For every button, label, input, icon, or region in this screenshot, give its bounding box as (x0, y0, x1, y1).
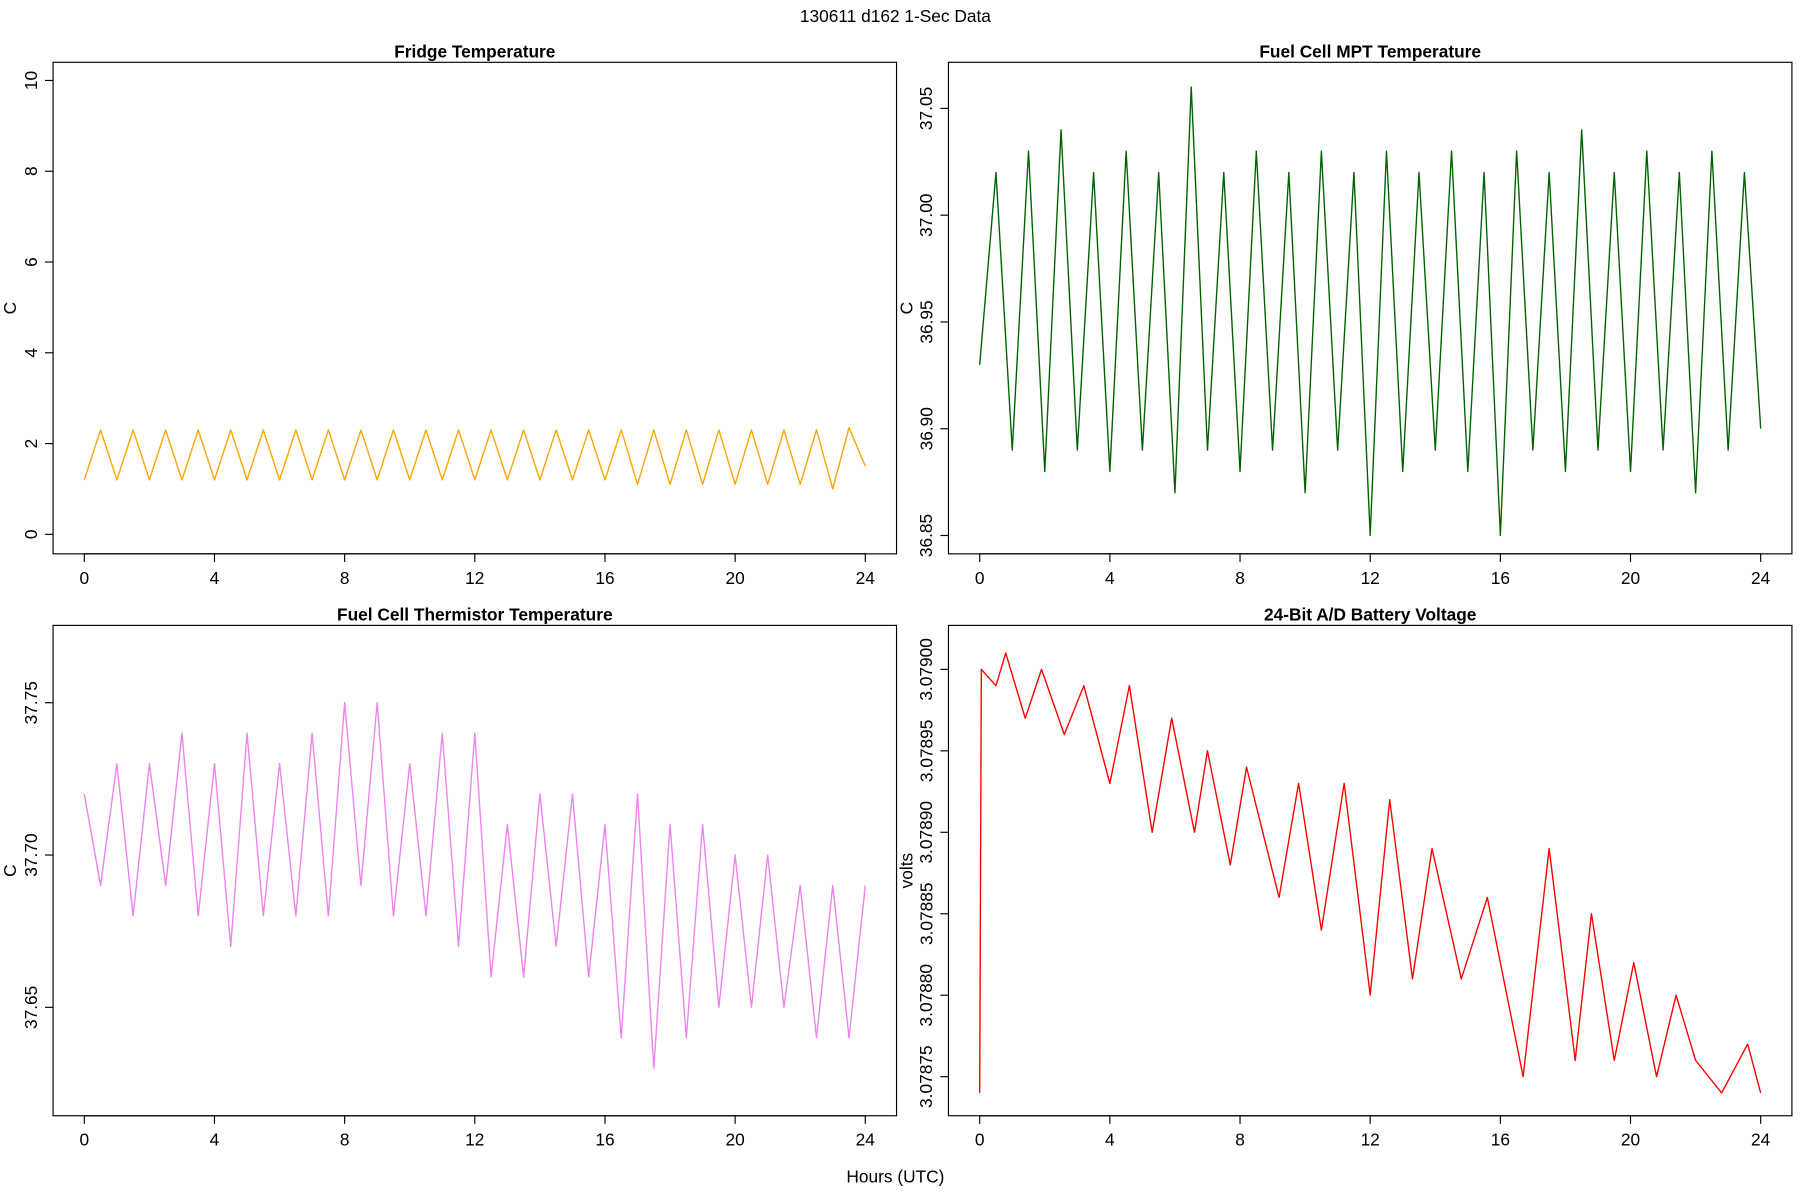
y-tick-label: 4 (21, 348, 41, 358)
y-tick-label: 3.07875 (916, 1045, 936, 1108)
y-tick-label: 37.65 (21, 986, 41, 1029)
x-tick-label: 0 (80, 568, 90, 588)
x-tick-label: 12 (465, 568, 484, 588)
x-tick-label: 8 (340, 568, 350, 588)
x-tick-label: 20 (726, 1130, 745, 1150)
data-line (83, 702, 866, 1069)
x-tick-label: 0 (975, 1130, 985, 1150)
data-line (83, 426, 866, 490)
x-tick-label: 4 (1105, 1130, 1115, 1150)
x-tick-label: 24 (856, 568, 876, 588)
y-tick-label: 6 (21, 257, 41, 267)
x-tick-label: 24 (856, 1130, 876, 1150)
y-tick-label: 36.90 (916, 407, 936, 450)
y-tick-label: 37.70 (21, 833, 41, 876)
x-tick-label: 16 (1491, 568, 1510, 588)
y-tick-label: 3.07885 (916, 882, 936, 945)
y-tick-label: 10 (21, 71, 41, 90)
y-tick-label: 2 (21, 439, 41, 449)
y-axis-label: C (0, 864, 20, 877)
x-tick-label: 20 (1621, 568, 1640, 588)
plot-frame (947, 624, 1793, 1117)
data-line (979, 86, 1762, 537)
panel-title: Fridge Temperature (394, 42, 556, 62)
x-tick-label: 16 (595, 568, 614, 588)
y-tick-label: 36.85 (916, 514, 936, 557)
x-tick-label: 4 (210, 1130, 220, 1150)
y-tick-label: 36.95 (916, 300, 936, 343)
data-line (979, 652, 1762, 1094)
x-tick-label: 8 (1235, 1130, 1245, 1150)
plot-frame (52, 624, 898, 1117)
y-tick-label: 37.00 (916, 194, 936, 237)
y-tick-label: 3.07880 (916, 964, 936, 1027)
panel-title: Fuel Cell Thermistor Temperature (337, 605, 613, 625)
y-tick-label: 0 (21, 530, 41, 540)
x-tick-label: 0 (80, 1130, 90, 1150)
y-tick-label: 3.07890 (916, 801, 936, 864)
y-tick-label: 3.07895 (916, 720, 936, 783)
plot-frame (947, 61, 1793, 555)
x-tick-label: 12 (1361, 1130, 1380, 1150)
x-tick-label: 24 (1751, 1130, 1771, 1150)
x-tick-label: 16 (1491, 1130, 1510, 1150)
x-axis-label: Hours (UTC) (846, 1167, 944, 1187)
y-axis-label: C (897, 302, 917, 314)
y-tick-label: 37.05 (916, 87, 936, 130)
figure-title: 130611 d162 1-Sec Data (800, 6, 991, 26)
x-tick-label: 24 (1751, 568, 1771, 588)
x-tick-label: 4 (1105, 568, 1115, 588)
x-tick-label: 20 (726, 568, 745, 588)
x-tick-label: 4 (210, 568, 220, 588)
x-tick-label: 12 (1361, 568, 1380, 588)
plot-frame (52, 61, 898, 555)
x-tick-label: 12 (465, 1130, 484, 1150)
panel-title: Fuel Cell MPT Temperature (1259, 42, 1481, 62)
x-tick-label: 0 (975, 568, 985, 588)
y-tick-label: 37.75 (21, 681, 41, 724)
y-tick-label: 8 (21, 166, 41, 176)
x-tick-label: 20 (1621, 1130, 1640, 1150)
x-tick-label: 8 (340, 1130, 350, 1150)
x-tick-label: 16 (595, 1130, 614, 1150)
y-axis-label: C (0, 302, 20, 314)
x-tick-label: 8 (1235, 568, 1245, 588)
y-tick-label: 3.07900 (916, 638, 936, 701)
y-axis-label: volts (897, 852, 917, 888)
panel-title: 24-Bit A/D Battery Voltage (1264, 605, 1477, 625)
